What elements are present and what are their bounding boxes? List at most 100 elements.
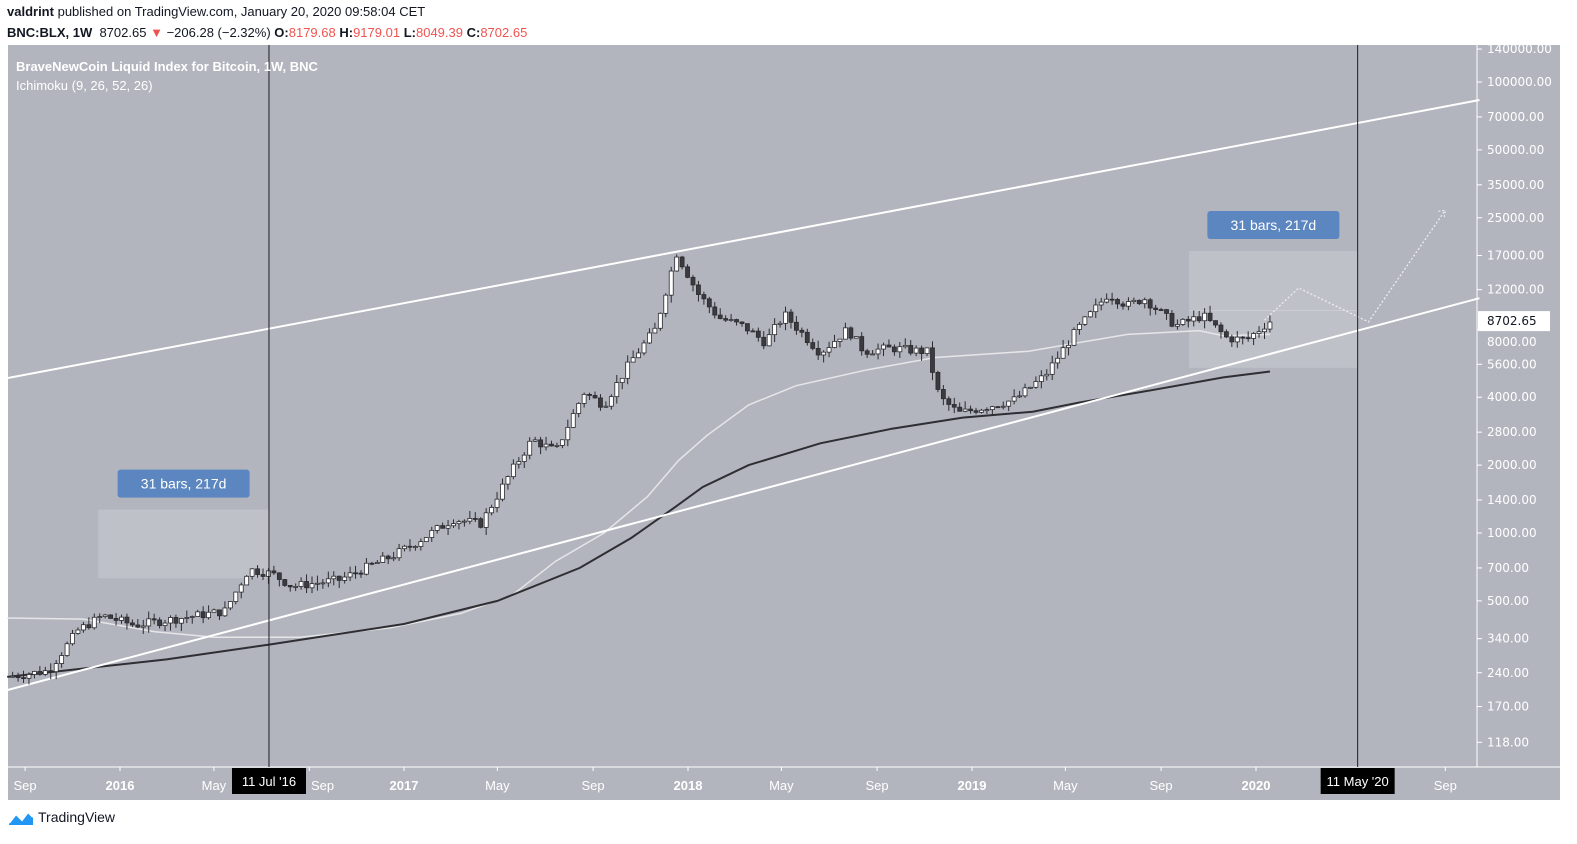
candle-down — [255, 568, 260, 575]
candle-down — [935, 371, 941, 390]
candle-down — [86, 624, 92, 629]
candle-down — [151, 618, 157, 621]
candle-up — [97, 616, 103, 618]
lower-support-trendline[interactable] — [6, 297, 1480, 692]
candle-up — [984, 409, 990, 411]
candle-down — [788, 311, 794, 323]
candle-up — [1038, 375, 1044, 382]
candle-up — [331, 575, 337, 580]
candle-down — [1120, 303, 1126, 307]
candle-up — [211, 609, 217, 613]
candle-up — [391, 557, 397, 560]
candle-down — [940, 389, 946, 400]
candle-down — [712, 306, 718, 316]
candle-up — [1071, 329, 1077, 346]
candle-up — [619, 377, 625, 383]
x-tick-label: 2017 — [390, 778, 419, 793]
candle-down — [930, 347, 935, 373]
last-price-label: 8702.65 — [1487, 314, 1537, 328]
candle-up — [298, 581, 304, 587]
candle-up — [249, 568, 255, 577]
candle-down — [750, 330, 756, 333]
candle-up — [647, 332, 652, 344]
vertical-marker-label: 11 May '20 — [1327, 774, 1389, 789]
x-tick-label: Sep — [14, 778, 37, 793]
candle-up — [875, 348, 881, 355]
candle-down — [1147, 299, 1153, 309]
candle-down — [1109, 298, 1115, 301]
x-tick-label: May — [1053, 778, 1078, 793]
candle-up — [162, 622, 168, 627]
candle-down — [385, 555, 391, 560]
y-tick-label: 35000.00 — [1487, 178, 1544, 192]
candle-up — [897, 346, 903, 353]
y-tick-label: 4000.00 — [1487, 390, 1537, 404]
candle-up — [309, 583, 315, 589]
candle-down — [859, 336, 865, 352]
indicator-legend[interactable]: Ichimoku (9, 26, 52, 26) — [16, 78, 153, 93]
candle-up — [456, 521, 462, 525]
candle-down — [260, 574, 266, 577]
candle-up — [227, 601, 233, 609]
candle-up — [293, 586, 299, 588]
last-price-label-box — [1478, 311, 1550, 332]
candle-down — [549, 443, 554, 447]
candle-up — [119, 616, 124, 621]
candle-up — [1180, 318, 1186, 325]
candle-down — [21, 677, 26, 680]
y-tick-label: 50000.00 — [1487, 143, 1544, 157]
candle-up — [70, 633, 75, 645]
tradingview-footer[interactable]: TradingView — [8, 808, 115, 826]
x-tick-label: 2020 — [1242, 778, 1271, 793]
projection-path[interactable] — [1264, 209, 1446, 323]
author[interactable]: valdrint — [7, 4, 54, 19]
candle-down — [1196, 316, 1202, 322]
candle-up — [364, 562, 369, 575]
candle-down — [908, 344, 914, 354]
candle-up — [413, 546, 418, 548]
candle-up — [10, 675, 16, 678]
y-tick-label: 100000.00 — [1487, 75, 1552, 89]
candles — [10, 254, 1273, 685]
price-axis[interactable] — [1477, 45, 1560, 767]
candle-up — [1028, 386, 1033, 389]
candle-down — [701, 294, 707, 300]
candle-up — [206, 611, 211, 619]
candle-up — [603, 405, 609, 408]
candle-down — [353, 572, 358, 575]
candle-up — [1262, 328, 1267, 333]
close-value: 8702.65 — [480, 25, 528, 40]
candle-up — [500, 483, 505, 500]
candle-up — [832, 341, 837, 348]
candle-up — [1234, 336, 1240, 343]
candle-up — [962, 408, 968, 412]
publish-info: valdrint published on TradingView.com, J… — [7, 4, 425, 19]
plot-area[interactable] — [8, 45, 1477, 767]
symbol: BNC:BLX, 1W — [7, 25, 93, 40]
candle-up — [630, 357, 636, 363]
candle-up — [184, 617, 190, 619]
candle-up — [581, 394, 587, 404]
candle-up — [233, 591, 239, 602]
candle-up — [1175, 324, 1180, 327]
candle-down — [1169, 313, 1175, 327]
candle-down — [1229, 336, 1235, 343]
candle-down — [706, 298, 712, 308]
date-range-box[interactable] — [1189, 251, 1358, 368]
candle-up — [483, 512, 489, 528]
candle-up — [1022, 387, 1028, 397]
upper-channel-trendline[interactable] — [6, 99, 1480, 380]
candle-down — [1240, 336, 1246, 339]
x-tick-label: Sep — [311, 778, 334, 793]
candle-up — [565, 426, 571, 441]
candle-down — [864, 350, 870, 355]
candle-down — [1213, 320, 1218, 326]
date-range-box[interactable] — [98, 509, 269, 579]
candle-down — [478, 518, 484, 528]
candle-up — [853, 336, 859, 339]
x-tick-label: May — [769, 778, 794, 793]
candle-up — [1142, 299, 1148, 305]
y-tick-label: 700.00 — [1487, 561, 1529, 575]
candle-up — [821, 351, 827, 356]
